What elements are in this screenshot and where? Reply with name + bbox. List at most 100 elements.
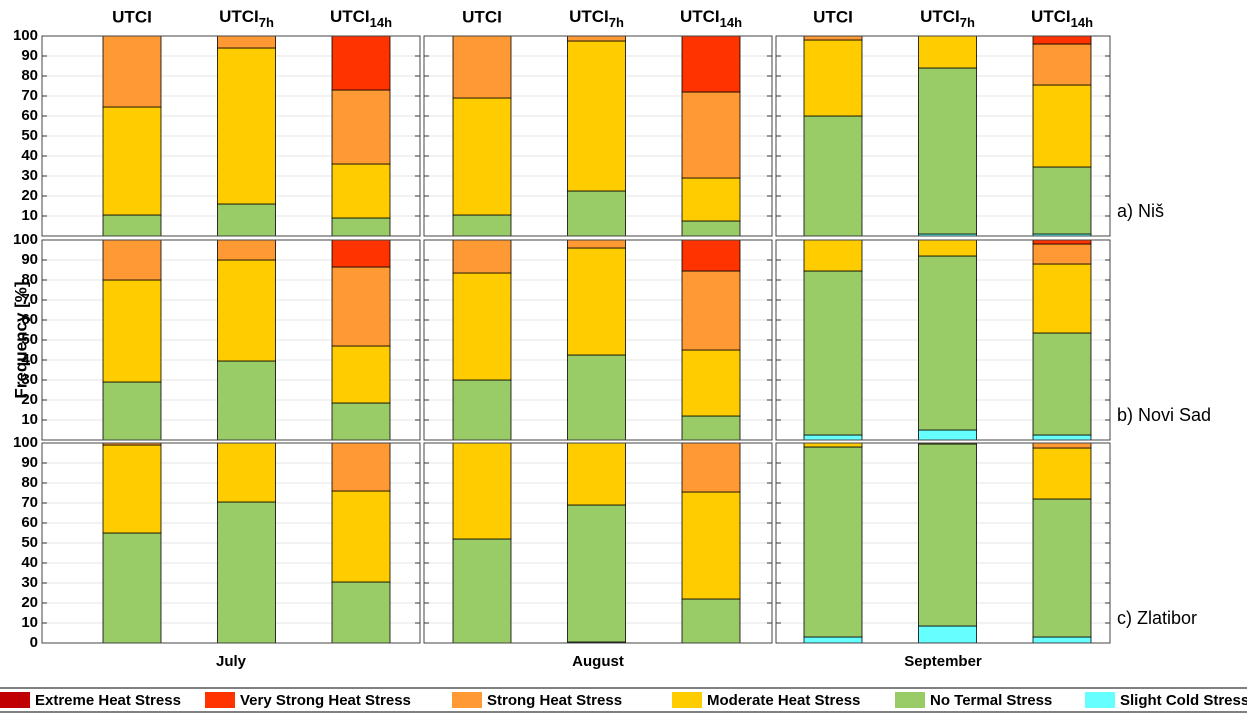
legend-swatch: [672, 692, 702, 708]
bar-segment: [217, 47, 276, 205]
panel-frame: [423, 239, 773, 441]
bar-segment: [918, 67, 977, 235]
column-label: July: [216, 653, 247, 670]
bar-segment: [1032, 84, 1092, 168]
bar-segment: [803, 446, 863, 638]
bar-segment: [1032, 166, 1092, 235]
legend-label: Strong Heat Stress: [487, 692, 622, 709]
bar-segment: [1032, 498, 1092, 638]
bar-segment: [1032, 35, 1092, 45]
legend-swatch: [895, 692, 925, 708]
bar-segment: [803, 115, 863, 237]
y-tick-label: 30: [21, 574, 38, 591]
y-tick-label: 100: [13, 231, 38, 248]
bar-segment: [1032, 447, 1092, 500]
bar-segment: [1032, 442, 1092, 449]
y-tick-label: 70: [21, 494, 38, 511]
bar-segment: [918, 255, 977, 431]
bar-segment: [217, 203, 276, 237]
bar-segment: [681, 177, 741, 222]
bar-segment: [803, 35, 863, 41]
y-tick-label: 80: [21, 67, 38, 84]
y-tick-label: 80: [21, 271, 38, 288]
bar-segment: [803, 442, 863, 448]
panel-frame: [41, 442, 421, 644]
y-tick-label: 10: [21, 207, 38, 224]
y-tick-label: 60: [21, 107, 38, 124]
legend-label: Extreme Heat Stress: [35, 692, 181, 709]
y-tick-label: 30: [21, 371, 38, 388]
y-tick-label: 0: [30, 634, 38, 651]
panel-frame: [775, 239, 1111, 441]
bar-segment: [1032, 263, 1092, 334]
bar-segment: [331, 442, 391, 492]
bar-segment: [1032, 332, 1092, 436]
bar-segment: [803, 39, 863, 117]
legend-label: No Termal Stress: [930, 692, 1052, 709]
bar-segment: [918, 35, 977, 69]
column-label: August: [572, 653, 624, 670]
bar-segment: [452, 538, 512, 644]
bar-segment: [331, 402, 391, 441]
category-label: UTCI14h: [330, 7, 392, 30]
y-axis-label: Frequency [%]: [11, 281, 30, 398]
bar-segment: [217, 442, 276, 503]
y-tick-label: 70: [21, 87, 38, 104]
panel-frame: [423, 442, 773, 644]
bar-segment: [331, 35, 391, 91]
bar-segment: [681, 239, 741, 272]
bar-segment: [918, 239, 977, 257]
bar-segment: [567, 442, 626, 506]
bar-segment: [217, 35, 276, 49]
legend-swatch: [0, 692, 30, 708]
category-label: UTCI: [813, 7, 853, 26]
bar-segment: [567, 35, 626, 42]
category-label: UTCI14h: [1031, 7, 1093, 30]
y-tick-label: 90: [21, 251, 38, 268]
bar-segment: [918, 443, 977, 627]
y-tick-label: 20: [21, 187, 38, 204]
bar-segment: [331, 581, 391, 644]
bar-segment: [918, 625, 977, 644]
bar-segment: [567, 190, 626, 237]
bar-segment: [102, 239, 162, 281]
bar-segment: [217, 360, 276, 441]
panel-frame: [775, 442, 1111, 644]
y-tick-label: 20: [21, 391, 38, 408]
legend-label: Very Strong Heat Stress: [240, 692, 411, 709]
bar-segment: [452, 379, 512, 441]
category-label: UTCI7h: [219, 7, 274, 30]
bar-segment: [1032, 239, 1092, 245]
bar-segment: [102, 444, 162, 534]
bar-segment: [331, 163, 391, 219]
y-tick-label: 40: [21, 351, 38, 368]
bar-segment: [217, 259, 276, 362]
bar-segment: [803, 434, 863, 441]
y-tick-label: 100: [13, 27, 38, 44]
bar-segment: [102, 214, 162, 237]
row-label: b) Novi Sad: [1117, 405, 1211, 425]
bar-segment: [452, 97, 512, 216]
bar-segment: [681, 415, 741, 441]
y-tick-label: 60: [21, 311, 38, 328]
bar-segment: [1032, 243, 1092, 265]
bar-segment: [452, 239, 512, 274]
bar-segment: [681, 220, 741, 237]
y-tick-label: 40: [21, 147, 38, 164]
y-tick-label: 70: [21, 291, 38, 308]
bar-segment: [681, 442, 741, 493]
bar-segment: [681, 491, 741, 600]
y-tick-label: 50: [21, 331, 38, 348]
bar-segment: [217, 239, 276, 261]
panel-frame: [41, 35, 421, 237]
legend-label: Slight Cold Stress: [1120, 692, 1247, 709]
row-label: a) Niš: [1117, 201, 1164, 221]
bar-segment: [452, 214, 512, 237]
bar-segment: [102, 106, 162, 216]
category-label: UTCI: [112, 7, 152, 26]
bar-segment: [567, 40, 626, 192]
bar-segment: [681, 35, 741, 93]
y-tick-label: 20: [21, 594, 38, 611]
bar-segment: [452, 35, 512, 99]
